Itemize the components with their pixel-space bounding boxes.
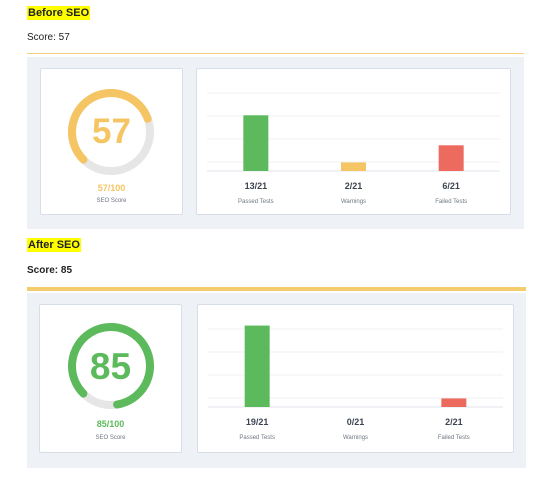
score-line: Score: 57 (27, 32, 70, 43)
bar-label: Passed Tests (239, 435, 275, 441)
bar-value: 19/21 (246, 417, 269, 427)
seo-score-card: 85 85/100 SEO Score (39, 304, 182, 453)
report-panel: 57 57/100 SEO Score 13/21 Passed Tests 2/2… (27, 57, 524, 229)
test-results-card: 13/21 Passed Tests 2/21 Warnings 6/21 Failed … (196, 68, 511, 215)
bar-value: 13/21 (245, 181, 268, 191)
score-fraction: 57/100 (97, 183, 126, 193)
bar (341, 162, 366, 171)
section-heading: After SEO (27, 238, 81, 252)
seo-score-card: 57 57/100 SEO Score (40, 68, 183, 215)
gauge-score-value: 85 (89, 346, 132, 387)
bar-value: 2/21 (445, 417, 463, 427)
bar (441, 398, 467, 407)
gauge-score-value: 57 (92, 112, 131, 151)
section-heading: Before SEO (27, 6, 91, 20)
report-panel: 85 85/100 SEO Score 19/21 Passed Tests 0/2… (27, 293, 526, 468)
test-results-chart: 19/21 Passed Tests 0/21 Warnings 2/21 Failed … (208, 325, 503, 441)
test-results-card: 19/21 Passed Tests 0/21 Warnings 2/21 Failed … (197, 304, 514, 453)
bar-label: Failed Tests (435, 199, 467, 205)
score-line: Score: 85 (27, 265, 73, 276)
bar (438, 145, 464, 171)
divider (27, 53, 524, 54)
bar (243, 115, 269, 171)
bar-value: 2/21 (345, 181, 363, 191)
bar-label: Failed Tests (438, 435, 470, 441)
gauge-progress-arc (68, 89, 152, 164)
test-results-chart: 13/21 Passed Tests 2/21 Warnings 6/21 Failed … (207, 92, 500, 205)
score-caption: SEO Score (95, 435, 126, 441)
bar-label: Warnings (343, 435, 368, 441)
score-gauge (68, 323, 154, 409)
score-fraction: 85/100 (96, 419, 125, 429)
divider (27, 287, 526, 291)
bar-label: Warnings (341, 199, 366, 205)
bar-value: 6/21 (442, 181, 460, 191)
gauge-progress-arc (68, 323, 154, 409)
bar-label: Passed Tests (238, 199, 274, 205)
bar (244, 325, 270, 407)
score-caption: SEO Score (96, 198, 127, 204)
score-gauge (68, 89, 154, 175)
bar-value: 0/21 (347, 417, 365, 427)
